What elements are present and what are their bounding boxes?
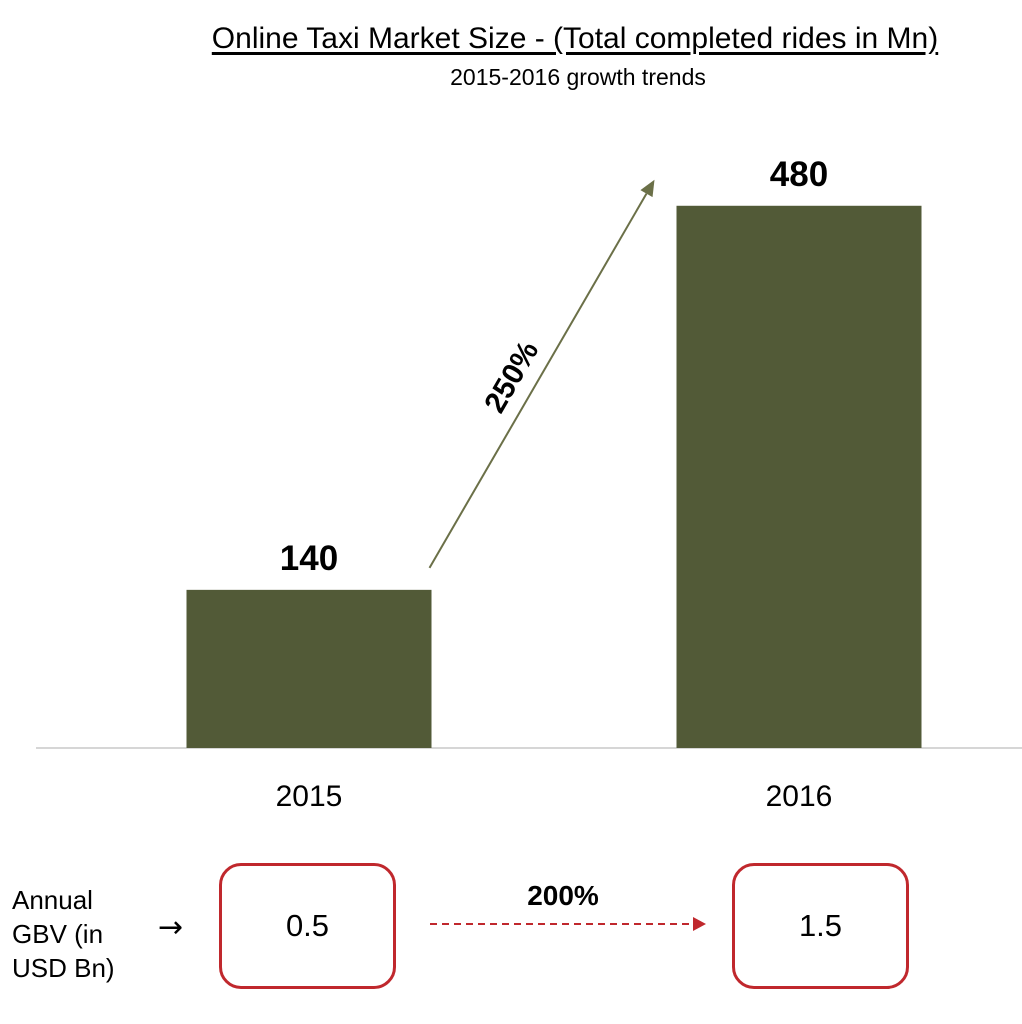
gbv-value-2015: 0.5 bbox=[285, 908, 330, 943]
x-tick-label-2016: 2016 bbox=[766, 780, 833, 813]
gbv-label-line: USD Bn) bbox=[12, 953, 115, 983]
x-tick-label-2015: 2015 bbox=[276, 780, 343, 813]
gbv-growth-label: 200% bbox=[527, 880, 599, 911]
value-label-2016: 480 bbox=[770, 155, 828, 194]
gbv-value-box-2016: 1.5 bbox=[732, 863, 909, 989]
value-label-2015: 140 bbox=[280, 539, 338, 578]
bar-2016 bbox=[676, 205, 922, 748]
gbv-growth-arrowhead-icon bbox=[693, 917, 706, 931]
growth-arrowhead-icon bbox=[640, 179, 655, 198]
gbv-value-box-2015: 0.5 bbox=[219, 863, 396, 989]
gbv-row-label: Annual GBV (in USD Bn) bbox=[12, 883, 142, 985]
growth-arrow-line bbox=[428, 193, 648, 569]
chart-subtitle: 2015-2016 growth trends bbox=[450, 64, 706, 90]
gbv-label-line: Annual bbox=[12, 885, 93, 915]
gbv-label-line: GBV (in bbox=[12, 919, 104, 949]
bar-2015 bbox=[186, 589, 432, 748]
chart-title: Online Taxi Market Size - (Total complet… bbox=[211, 22, 939, 55]
gbv-value-2016: 1.5 bbox=[798, 908, 843, 943]
gbv-pointer-arrow-icon: → bbox=[158, 910, 183, 945]
